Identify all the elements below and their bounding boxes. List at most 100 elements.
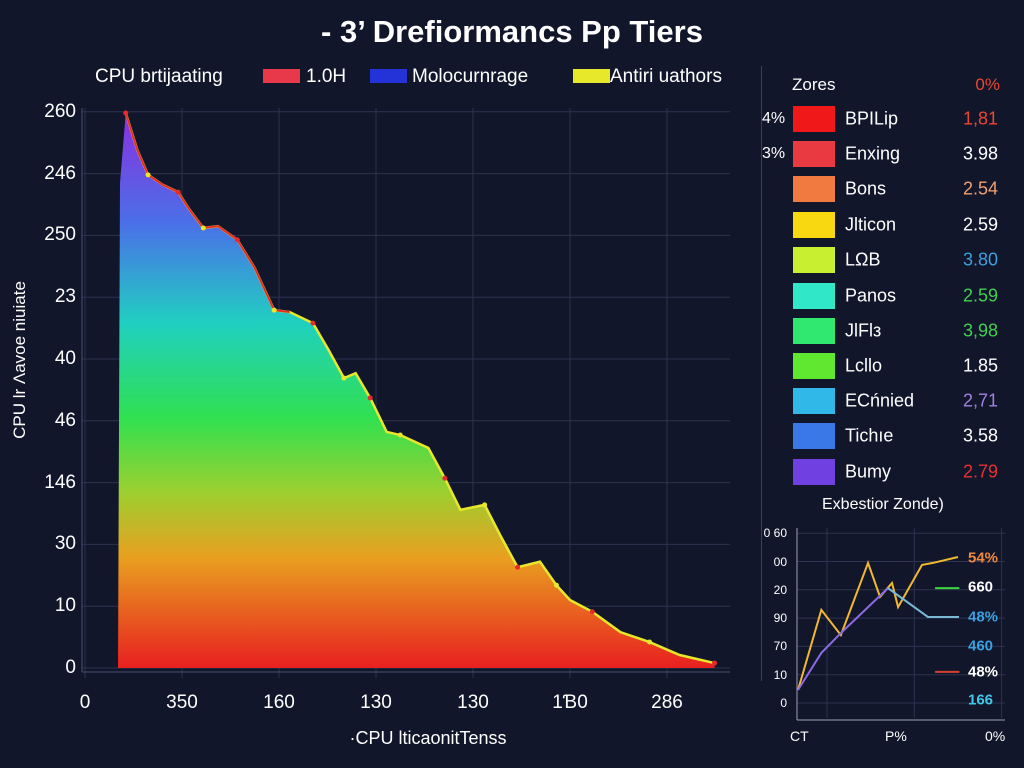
- legend-label-3: Antiri uathors: [610, 66, 722, 87]
- y-tick-label: 260: [44, 100, 76, 122]
- zone-swatch: [793, 459, 835, 485]
- zone-name: Enxing: [845, 143, 901, 164]
- y-tick-label: 46: [54, 409, 76, 431]
- x-tick-label: 1Ɓ0: [552, 692, 588, 713]
- legend-label-0: CPU brtijaating: [95, 66, 223, 87]
- mini-end-label: 460: [968, 637, 994, 655]
- data-point: [397, 432, 403, 438]
- data-point: [341, 375, 347, 381]
- zone-name: ECńnied: [845, 390, 915, 411]
- zone-value: 3.98: [962, 143, 998, 164]
- mini-end-label: 660: [968, 578, 994, 596]
- panel-divider: [761, 66, 762, 681]
- data-point: [123, 110, 129, 116]
- y-tick-label: 146: [44, 471, 76, 493]
- x-tick-label: 130: [457, 692, 489, 713]
- x-axis-title: ·CPU lticaonitTenss: [349, 728, 507, 748]
- mini-end-label: 48%: [968, 608, 999, 626]
- data-point: [175, 189, 181, 195]
- zone-swatch: [793, 283, 835, 309]
- mini-x-tick-label: CT: [790, 728, 809, 744]
- zone-swatch: [793, 176, 835, 202]
- zone-value: 3.58: [962, 425, 998, 446]
- mini-y-tick-label: 20: [773, 582, 787, 597]
- x-tick-label: 160: [263, 692, 295, 713]
- x-tick-label: 0: [79, 692, 91, 713]
- mini-end-label: 166: [968, 691, 994, 709]
- zone-swatch: [793, 318, 835, 344]
- legend-label-1: 1.0H: [306, 66, 347, 87]
- mini-x-tick-label: 0%: [985, 728, 1006, 744]
- zone-swatch: [793, 423, 835, 449]
- zone-value: 2.79: [962, 461, 998, 482]
- zone-swatch: [793, 247, 835, 273]
- area-fill: [118, 113, 715, 668]
- zones-header: Zores: [792, 75, 836, 94]
- zone-swatch: [793, 141, 835, 167]
- x-tick-label: 286: [651, 692, 683, 713]
- zone-name: Bumy: [845, 461, 892, 482]
- data-point: [589, 609, 595, 615]
- mini-y-tick-label: 70: [773, 639, 787, 654]
- mini-series-line: [797, 587, 889, 691]
- zone-name: Tichıe: [845, 425, 894, 446]
- zone-swatch: [793, 106, 835, 132]
- data-point: [271, 307, 277, 313]
- zone-name: Lcllo: [845, 355, 883, 376]
- mini-chart-title: Exbestior Zonde): [822, 496, 944, 513]
- data-point: [234, 237, 240, 243]
- mini-x-tick-label: P%: [885, 728, 907, 744]
- zone-pct: 4%: [762, 110, 786, 127]
- data-point: [482, 502, 488, 508]
- y-tick-label: 250: [44, 224, 76, 246]
- data-point: [553, 582, 559, 588]
- zone-swatch: [793, 353, 835, 379]
- data-point: [200, 225, 206, 231]
- chart-title: - 3’ Drefiormancs Pp Tiers: [321, 14, 703, 49]
- series-line-red-segment: [124, 112, 290, 314]
- legend-swatch-red: [263, 69, 300, 83]
- y-tick-label: 0: [65, 657, 76, 678]
- data-point: [712, 660, 718, 666]
- mini-y-tick-label: 90: [773, 611, 787, 626]
- zone-value: 1,81: [962, 108, 998, 129]
- zone-name: JlFlз: [845, 320, 882, 341]
- y-tick-label: 30: [54, 533, 76, 555]
- data-point: [367, 395, 373, 401]
- zone-pct: 3%: [762, 145, 786, 162]
- mini-y-tick-label: 00: [773, 554, 787, 569]
- zone-name: BPILip: [845, 108, 899, 129]
- zone-value: 1.85: [962, 355, 998, 376]
- zone-value: 3.80: [962, 249, 998, 270]
- zone-value: 2.59: [962, 285, 998, 306]
- x-tick-label: 350: [166, 692, 198, 713]
- x-tick-label: 130: [360, 692, 392, 713]
- zone-value: 2.54: [962, 178, 998, 199]
- y-tick-label: 10: [54, 595, 76, 617]
- zone-name: Bons: [845, 178, 887, 199]
- mini-y-tick-label: 0: [780, 696, 787, 710]
- zone-name: Jlticon: [845, 214, 897, 235]
- zone-value: 2,71: [962, 390, 998, 411]
- mini-series-line: [887, 587, 959, 618]
- y-tick-label: 23: [54, 286, 76, 308]
- data-point: [310, 320, 316, 326]
- mini-y-tick-label: 0 60: [763, 526, 787, 541]
- mini-end-label: 54%: [968, 549, 999, 567]
- zone-name: Panos: [845, 285, 897, 306]
- zone-value: 2.59: [962, 214, 998, 235]
- zones-value-header: 0%: [975, 75, 1000, 94]
- data-point: [647, 639, 653, 645]
- y-tick-label: 246: [44, 162, 76, 184]
- legend-swatch-yellow: [573, 69, 610, 83]
- mini-end-label: 48%: [968, 663, 999, 681]
- mini-series-line: [797, 555, 959, 691]
- zone-swatch: [793, 388, 835, 414]
- legend-label-2: Molocurnrage: [412, 66, 529, 87]
- legend-swatch-blue: [370, 69, 407, 83]
- zone-value: 3,98: [962, 320, 998, 341]
- data-point: [515, 564, 521, 570]
- y-tick-label: 40: [54, 348, 76, 369]
- zone-name: LΩB: [845, 249, 881, 270]
